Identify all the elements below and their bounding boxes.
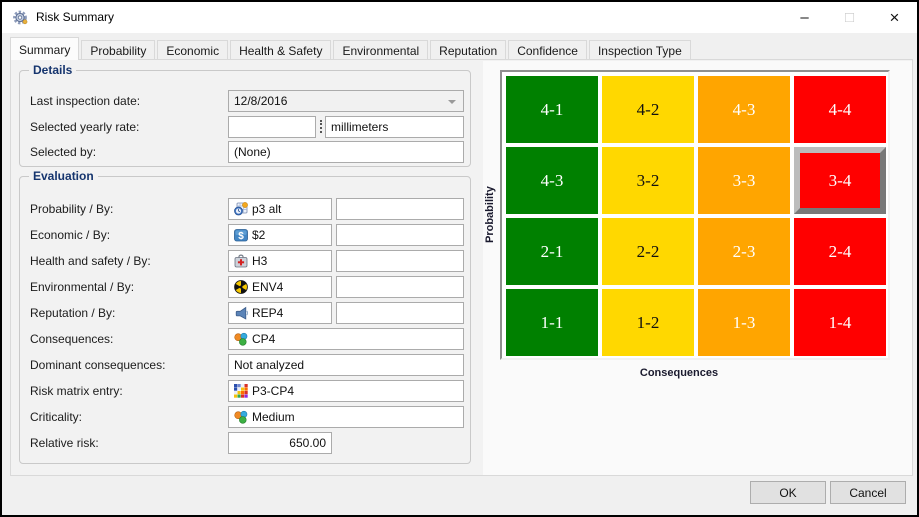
selected-by-field[interactable]: (None) — [228, 141, 464, 163]
relative-risk-value: 650.00 — [289, 436, 326, 450]
matrix-x-axis-label: Consequences — [639, 367, 719, 379]
tab-confidence[interactable]: Confidence — [508, 40, 587, 60]
matrix-cell-3-3[interactable]: 3-3 — [698, 147, 790, 214]
relative-risk-label: Relative risk: — [30, 436, 99, 450]
environmental-icon — [234, 280, 248, 294]
close-button[interactable]: × — [889, 7, 900, 27]
reputation-by-field[interactable] — [336, 302, 464, 324]
matrix-cell-2-2[interactable]: 2-2 — [602, 218, 694, 285]
yearly-rate-unit-field[interactable]: millimeters — [325, 116, 464, 138]
tab-environmental[interactable]: Environmental — [333, 40, 429, 60]
matrix-cell-r2c1[interactable]: 4-3 — [506, 147, 598, 214]
gear-icon — [13, 10, 28, 25]
criticality-icon — [234, 410, 248, 424]
last-inspection-date-value: 12/8/2016 — [234, 94, 288, 108]
risk-matrix: 4-1 4-2 4-3 4-4 4-3 3-2 3-3 3-4 2-1 2-2 … — [500, 70, 890, 360]
matrix-cell-4-3[interactable]: 4-3 — [698, 76, 790, 143]
dominant-consequences-value: Not analyzed — [234, 358, 305, 372]
matrix-y-axis-label: Probability — [484, 186, 496, 244]
tab-probability[interactable]: Probability — [81, 40, 156, 60]
evaluation-group-title: Evaluation — [29, 169, 98, 183]
yearly-rate-unit: millimeters — [331, 120, 389, 134]
tab-economic[interactable]: Economic — [157, 40, 229, 60]
environmental-by-field[interactable] — [336, 276, 464, 298]
probability-icon — [234, 202, 248, 216]
matrix-cell-4-4[interactable]: 4-4 — [794, 76, 886, 143]
matrix-cell-3-2[interactable]: 3-2 — [602, 147, 694, 214]
maximize-button[interactable]: □ — [844, 9, 855, 26]
criticality-field[interactable]: Medium — [228, 406, 464, 428]
matrix-cell-4-1[interactable]: 4-1 — [506, 76, 598, 143]
matrix-cell-3-4-selected[interactable]: 3-4 — [794, 147, 886, 214]
evaluation-group: Evaluation Probability / By: p3 alt — [19, 169, 471, 464]
probability-by-label: Probability / By: — [30, 202, 114, 216]
matrix-cell-2-4[interactable]: 2-4 — [794, 218, 886, 285]
minimize-button[interactable]: – — [800, 9, 809, 26]
matrix-cell-1-2[interactable]: 1-2 — [602, 289, 694, 356]
criticality-value: Medium — [252, 410, 295, 424]
selected-by-label: Selected by: — [30, 145, 97, 159]
selected-yearly-rate-label: Selected yearly rate: — [30, 120, 140, 134]
selected-by-value: (None) — [234, 145, 271, 159]
cancel-button[interactable]: Cancel — [830, 481, 906, 504]
matrix-cell-2-1[interactable]: 2-1 — [506, 218, 598, 285]
economic-value-field[interactable]: $ $2 — [228, 224, 332, 246]
window-title: Risk Summary — [36, 10, 115, 24]
health-safety-value-field[interactable]: H3 — [228, 250, 332, 272]
reputation-value: REP4 — [252, 306, 284, 320]
last-inspection-date-combo[interactable]: 12/8/2016 — [228, 90, 464, 112]
summary-tab-page: Details Last inspection date: 12/8/2016 … — [10, 59, 913, 476]
probability-by-field[interactable] — [336, 198, 464, 220]
consequences-label: Consequences: — [30, 332, 114, 346]
risk-matrix-entry-label: Risk matrix entry: — [30, 384, 123, 398]
consequences-icon — [234, 332, 248, 346]
matrix-cell-1-4[interactable]: 1-4 — [794, 289, 886, 356]
criticality-label: Criticality: — [30, 410, 83, 424]
dominant-consequences-field[interactable]: Not analyzed — [228, 354, 464, 376]
health-safety-by-field[interactable] — [336, 250, 464, 272]
title-bar: Risk Summary – □ × — [2, 2, 917, 33]
tab-inspection-type[interactable]: Inspection Type — [588, 40, 691, 60]
ok-button[interactable]: OK — [750, 481, 826, 504]
tab-summary[interactable]: Summary — [10, 37, 80, 60]
dominant-consequences-label: Dominant consequences: — [30, 358, 166, 372]
risk-matrix-entry-value: P3-CP4 — [252, 384, 295, 398]
economic-value: $2 — [252, 228, 266, 242]
last-inspection-date-label: Last inspection date: — [30, 94, 141, 108]
environmental-value-field[interactable]: ENV4 — [228, 276, 332, 298]
economic-icon: $ — [234, 228, 248, 242]
tab-strip: Summary Probability Economic Health & Sa… — [10, 37, 693, 60]
risk-matrix-icon — [234, 384, 248, 398]
health-safety-by-label: Health and safety / By: — [30, 254, 151, 268]
health-safety-icon — [234, 254, 248, 268]
chevron-down-icon — [448, 100, 456, 104]
matrix-cell-1-1[interactable]: 1-1 — [506, 289, 598, 356]
economic-by-label: Economic / By: — [30, 228, 111, 242]
details-group-title: Details — [29, 63, 77, 77]
relative-risk-field[interactable]: 650.00 — [228, 432, 332, 454]
risk-matrix-panel: Probability 4-1 4-2 4-3 4-4 4-3 3-2 3-3 … — [483, 61, 912, 475]
economic-by-field[interactable] — [336, 224, 464, 246]
risk-matrix-entry-field[interactable]: P3-CP4 — [228, 380, 464, 402]
tab-reputation[interactable]: Reputation — [430, 40, 507, 60]
probability-value-field[interactable]: p3 alt — [228, 198, 332, 220]
probability-value: p3 alt — [252, 202, 282, 216]
rate-splitter-handle[interactable] — [320, 120, 322, 133]
consequences-value: CP4 — [252, 332, 276, 346]
environmental-value: ENV4 — [252, 280, 284, 294]
matrix-cell-1-3[interactable]: 1-3 — [698, 289, 790, 356]
reputation-icon — [234, 306, 248, 320]
reputation-by-label: Reputation / By: — [30, 306, 116, 320]
matrix-cell-2-3[interactable]: 2-3 — [698, 218, 790, 285]
yearly-rate-input[interactable] — [228, 116, 316, 138]
svg-text:$: $ — [238, 231, 244, 242]
details-group: Details Last inspection date: 12/8/2016 … — [19, 63, 471, 167]
health-safety-value: H3 — [252, 254, 268, 268]
reputation-value-field[interactable]: REP4 — [228, 302, 332, 324]
matrix-cell-4-2[interactable]: 4-2 — [602, 76, 694, 143]
tab-health-safety[interactable]: Health & Safety — [230, 40, 332, 60]
environmental-by-label: Environmental / By: — [30, 280, 135, 294]
consequences-field[interactable]: CP4 — [228, 328, 464, 350]
